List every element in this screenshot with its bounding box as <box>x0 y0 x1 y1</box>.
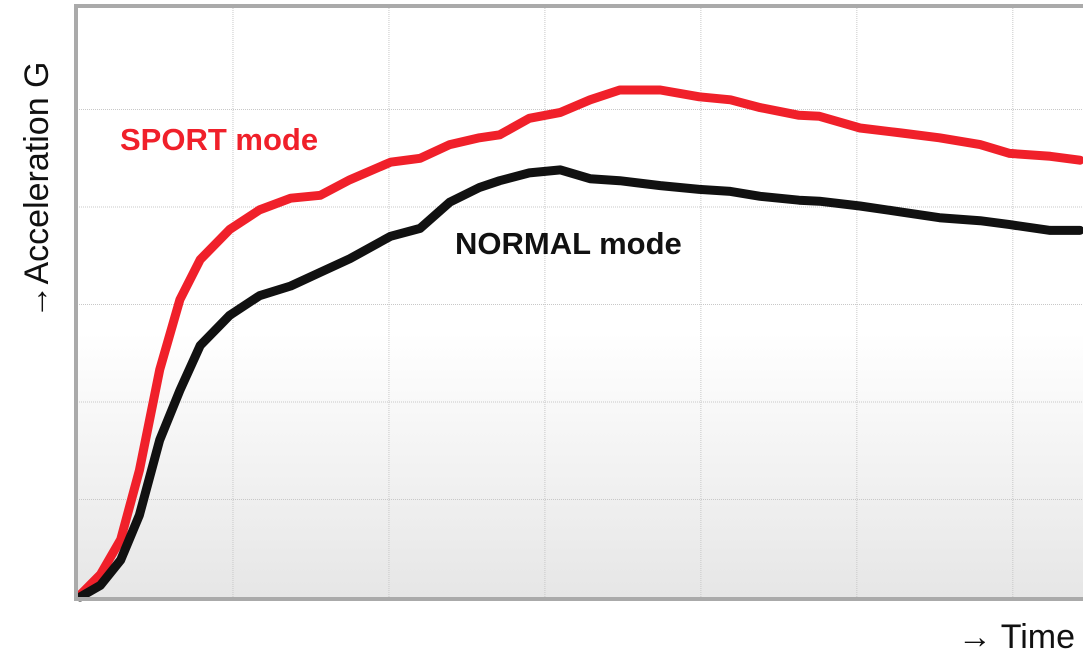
series-label: NORMAL mode <box>455 226 682 261</box>
plot-background <box>77 8 1083 598</box>
lines <box>75 85 1083 602</box>
y-axis-label: →Acceleration G <box>18 62 56 319</box>
series-label: SPORT mode <box>120 122 318 157</box>
plot-border <box>74 4 1083 601</box>
series-line <box>75 85 1083 600</box>
x-axis-label: → Time <box>958 618 1075 655</box>
series-line <box>75 165 1083 602</box>
grid <box>77 8 1083 597</box>
